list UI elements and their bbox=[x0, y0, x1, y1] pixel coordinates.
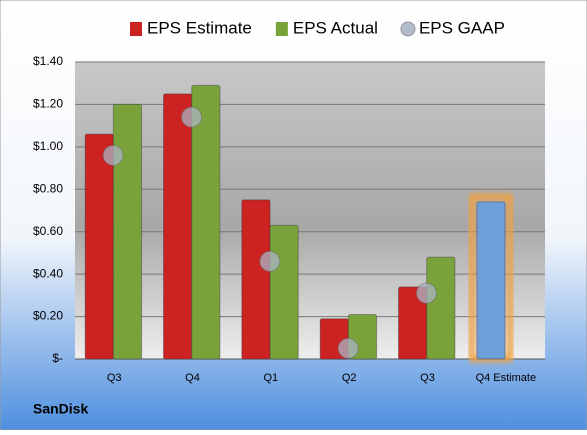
bar bbox=[84, 133, 114, 360]
company-name: SanDisk bbox=[33, 401, 88, 417]
legend-swatch bbox=[400, 21, 416, 37]
legend-label: EPS Estimate bbox=[147, 18, 252, 37]
x-tick-label: Q4 Estimate bbox=[476, 372, 537, 384]
legend-swatch bbox=[275, 22, 288, 36]
x-tick-label: Q3 bbox=[107, 372, 122, 384]
bar bbox=[163, 93, 193, 360]
gaap-marker bbox=[416, 282, 437, 304]
bar bbox=[191, 84, 221, 360]
gaap-marker bbox=[259, 250, 281, 272]
legend-label: EPS GAAP bbox=[419, 18, 505, 37]
bar bbox=[269, 224, 299, 360]
bar bbox=[426, 256, 456, 360]
y-tick-label: $1.40 bbox=[33, 54, 63, 68]
x-tick-label: Q2 bbox=[342, 372, 357, 384]
legend-swatch bbox=[130, 22, 142, 36]
x-tick-label: Q4 bbox=[185, 372, 200, 384]
bar bbox=[112, 103, 143, 360]
y-tick-label: $1.20 bbox=[33, 97, 63, 111]
gaap-marker bbox=[102, 144, 124, 166]
legend-label: EPS Actual bbox=[293, 18, 378, 37]
bar bbox=[476, 201, 506, 360]
plot-area bbox=[75, 62, 545, 359]
y-tick-label: $0.20 bbox=[33, 309, 63, 323]
x-tick-label: Q1 bbox=[263, 372, 278, 384]
gaap-marker bbox=[181, 106, 202, 128]
y-tick-label: $0.40 bbox=[33, 266, 63, 280]
bar bbox=[241, 199, 271, 360]
gaap-marker bbox=[337, 337, 359, 359]
y-tick-label: $0.80 bbox=[33, 181, 63, 195]
y-tick-label: $- bbox=[52, 351, 63, 365]
y-tick-label: $0.60 bbox=[33, 224, 63, 238]
x-tick-label: Q3 bbox=[420, 372, 435, 384]
y-tick-label: $1.00 bbox=[33, 139, 63, 153]
